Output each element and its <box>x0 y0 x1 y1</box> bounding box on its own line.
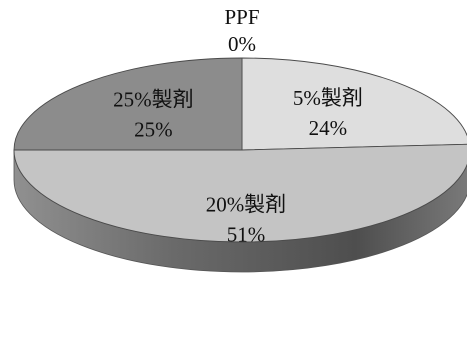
pie-label-layer: PPF 0% 5%製剤 24% 20%製剤 51% 25%製剤 25% <box>113 5 363 246</box>
slice-pct-label: 25% <box>134 117 173 141</box>
slice-label: 25%製剤 <box>113 87 194 111</box>
pie-top-layer <box>13 57 467 243</box>
slice-label: 5%製剤 <box>293 86 363 110</box>
pie-slice <box>241 57 467 151</box>
slice-label: PPF <box>224 5 259 29</box>
pie-slice <box>13 57 243 151</box>
slice-label: 20%製剤 <box>206 192 287 216</box>
slice-pct-label: 0% <box>228 32 256 56</box>
slice-pct-label: 51% <box>227 222 266 246</box>
slice-pct-label: 24% <box>309 116 348 140</box>
pie-slice <box>13 143 467 243</box>
